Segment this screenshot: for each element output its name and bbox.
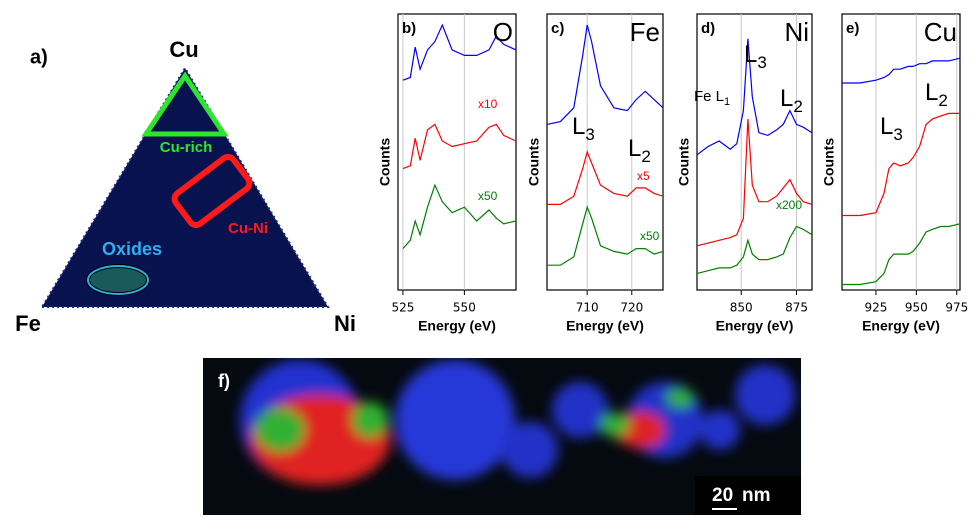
annotation-subscript: 3: [757, 53, 766, 72]
annotation: x5: [637, 169, 650, 183]
annotation-text: Fe L: [694, 88, 724, 105]
x-tick-label: 720: [620, 301, 643, 315]
annotation: x50: [640, 229, 660, 243]
annotation-text: L: [628, 135, 641, 162]
vertex-label: Cu: [169, 37, 198, 62]
x-axis-label: Energy (eV): [418, 318, 496, 334]
y-axis-label: Counts: [821, 138, 837, 186]
panel-label: f): [218, 371, 230, 391]
annotation-subscript: 3: [893, 125, 902, 144]
x-tick-label: 710: [576, 301, 599, 315]
annotation-text: x10: [478, 97, 498, 111]
annotation-text: L: [572, 113, 585, 140]
annotation-text: x200: [776, 198, 802, 212]
y-axis-label: Counts: [676, 138, 692, 186]
x-tick-label: 950: [905, 301, 928, 315]
annotation-text: x50: [478, 189, 498, 203]
y-axis-label: Counts: [526, 138, 542, 186]
spectra: 525 550 b) O Energy (eV) Counts x10 x50 710 720 c)…: [377, 14, 969, 334]
x-axis-label: Energy (eV): [862, 318, 940, 334]
element-label: Cu: [924, 17, 957, 47]
x-tick-label: 525: [391, 301, 414, 315]
annotation-text: L: [780, 85, 793, 112]
annotation-subscript: 2: [793, 97, 802, 116]
annotation-subscript: 1: [724, 96, 730, 108]
annotation: x50: [478, 189, 498, 203]
region-label: Oxides: [102, 239, 162, 259]
element-label: Fe: [630, 17, 660, 47]
panel-label: e): [846, 20, 859, 37]
panel-a: a) Cu Fe Ni Cu-rich Cu-Ni Oxides: [15, 37, 356, 336]
figure: a) Cu Fe Ni Cu-rich Cu-Ni Oxides f): [0, 0, 975, 517]
plot-frame: [842, 14, 960, 290]
scale-unit: nm: [742, 485, 771, 506]
region-label: Cu-Ni: [228, 220, 268, 237]
x-axis-label: Energy (eV): [716, 318, 794, 334]
x-tick-label: 975: [945, 301, 968, 315]
annotation-text: L: [925, 79, 938, 106]
vertex-label: Fe: [15, 311, 41, 336]
panel-label: d): [701, 20, 715, 37]
x-tick-label: 850: [730, 301, 753, 315]
annotation-subscript: 3: [585, 125, 594, 144]
x-tick-label: 875: [785, 301, 808, 315]
plot-frame: [398, 14, 516, 290]
annotation-subscript: 2: [641, 147, 650, 166]
element-label: O: [493, 17, 513, 47]
panel-label: b): [402, 20, 416, 37]
region-label: Cu-rich: [160, 139, 213, 156]
annotation: x10: [478, 97, 498, 111]
vertex-label: Ni: [334, 311, 356, 336]
y-axis-label: Counts: [377, 138, 393, 186]
x-axis-label: Energy (eV): [566, 318, 644, 334]
annotation-subscript: 2: [938, 91, 947, 110]
annotation-text: L: [744, 41, 757, 68]
annotation-text: L: [880, 113, 893, 140]
element-label: Ni: [784, 17, 809, 47]
annotation: x200: [776, 198, 802, 212]
annotation-text: x5: [637, 169, 650, 183]
scale-value: 20: [712, 485, 733, 506]
x-tick-label: 925: [864, 301, 887, 315]
panel-label: c): [551, 20, 564, 37]
panel-label: a): [30, 46, 48, 68]
annotation-text: x50: [640, 229, 660, 243]
x-tick-label: 550: [453, 301, 476, 315]
